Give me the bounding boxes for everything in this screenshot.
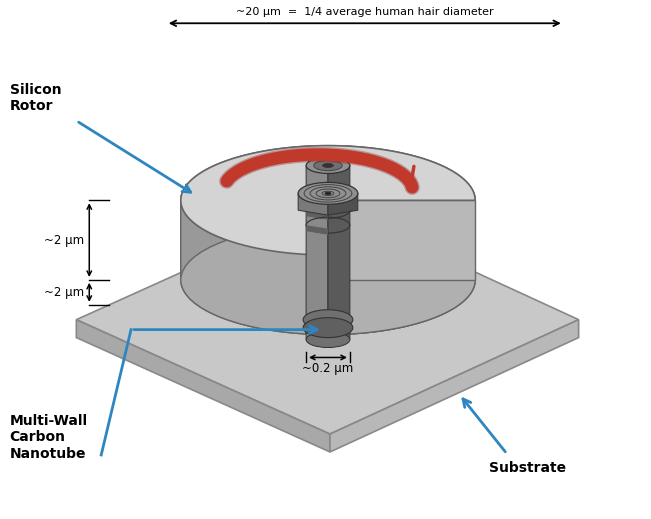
Polygon shape bbox=[306, 210, 328, 220]
Polygon shape bbox=[328, 194, 358, 215]
Ellipse shape bbox=[303, 318, 353, 337]
Text: ~2 μm: ~2 μm bbox=[44, 286, 84, 299]
Polygon shape bbox=[76, 206, 579, 434]
Text: Silicon
Rotor: Silicon Rotor bbox=[10, 83, 61, 113]
Polygon shape bbox=[328, 200, 475, 335]
Text: Substrate: Substrate bbox=[489, 461, 566, 475]
Polygon shape bbox=[298, 194, 328, 215]
Text: ~0.2 μm: ~0.2 μm bbox=[302, 362, 353, 375]
Ellipse shape bbox=[181, 225, 475, 335]
Text: ~20 μm  =  1/4 average human hair diameter: ~20 μm = 1/4 average human hair diameter bbox=[236, 7, 493, 17]
Ellipse shape bbox=[322, 163, 333, 168]
Ellipse shape bbox=[325, 192, 331, 195]
Text: Multi-Wall
Carbon
Nanotube: Multi-Wall Carbon Nanotube bbox=[10, 414, 88, 460]
Ellipse shape bbox=[306, 158, 350, 173]
Ellipse shape bbox=[306, 332, 350, 348]
Polygon shape bbox=[181, 146, 475, 255]
Polygon shape bbox=[306, 225, 328, 235]
Polygon shape bbox=[181, 200, 475, 335]
Polygon shape bbox=[328, 166, 350, 348]
Ellipse shape bbox=[298, 182, 358, 204]
Polygon shape bbox=[326, 200, 330, 335]
Polygon shape bbox=[306, 166, 328, 348]
Ellipse shape bbox=[303, 310, 353, 330]
Polygon shape bbox=[328, 200, 475, 280]
Polygon shape bbox=[181, 146, 475, 280]
Ellipse shape bbox=[314, 160, 342, 171]
Text: ~2 μm: ~2 μm bbox=[44, 234, 84, 247]
Polygon shape bbox=[330, 320, 579, 452]
Polygon shape bbox=[76, 320, 330, 452]
Polygon shape bbox=[306, 195, 328, 205]
